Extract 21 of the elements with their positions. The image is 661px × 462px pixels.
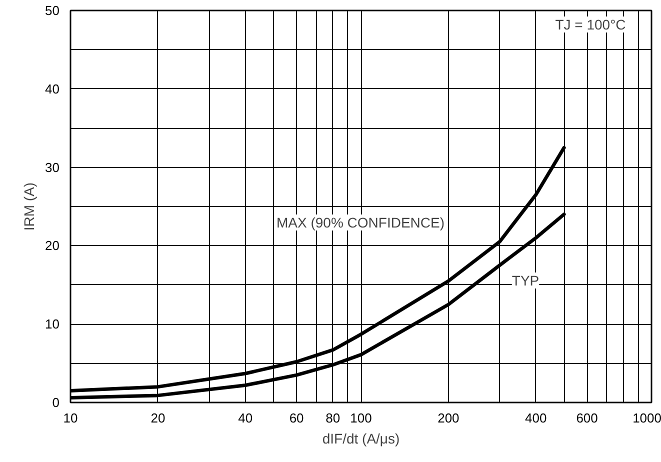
y-tick-label: 10 bbox=[45, 316, 60, 332]
x-tick-label: 200 bbox=[438, 410, 460, 426]
x-tick-label: 400 bbox=[525, 410, 547, 426]
y-tick-label: 40 bbox=[45, 81, 60, 96]
x-tick-label: 80 bbox=[326, 410, 340, 426]
y-tick-label: 30 bbox=[45, 160, 60, 175]
x-tick-label: 40 bbox=[238, 410, 253, 426]
x-tick-label: 100 bbox=[350, 410, 372, 426]
y-tick-label: 20 bbox=[45, 238, 60, 254]
x-tick-label: 10 bbox=[63, 410, 78, 426]
y-axis-title: IRM (A) bbox=[21, 182, 38, 231]
y-tick-label: 50 bbox=[45, 3, 60, 18]
x-axis-title: dIF/dt (A/μs) bbox=[322, 430, 400, 446]
x-tick-label: 60 bbox=[289, 410, 304, 426]
x-tick-label: 20 bbox=[150, 410, 166, 426]
y-tick-label: 0 bbox=[52, 395, 60, 410]
x-tick-label: 1000 bbox=[632, 410, 661, 426]
annotation: MAX (90% CONFIDENCE) bbox=[276, 214, 445, 230]
annotation: TJ = 100°C bbox=[555, 16, 626, 32]
annotation: TYP bbox=[512, 272, 540, 288]
x-tick-label: 600 bbox=[576, 410, 598, 426]
